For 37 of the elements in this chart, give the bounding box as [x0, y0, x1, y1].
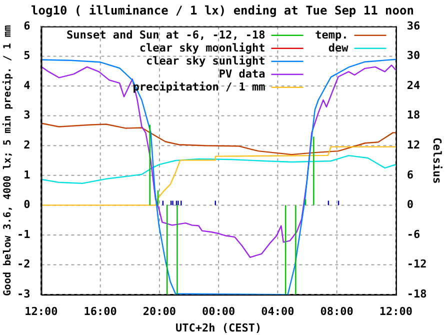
y-tick-label: 3: [24, 108, 30, 122]
x-tick-label: 20:00: [142, 305, 176, 318]
y-tick-label: 4: [24, 78, 31, 92]
y2-tick-label: 6: [406, 168, 414, 182]
y-tick-label: 2: [24, 138, 30, 152]
y2-tick-label: 36: [406, 19, 421, 32]
x-tick-label: 08:00: [320, 305, 354, 318]
chart-title: log10 ( illuminance / 1 lx) ending at Tue Sep 11 noon: [31, 3, 414, 18]
legend-label: Sunset and Sun at -6, -12, -18: [66, 28, 266, 42]
legend-label: clear sky sunlight: [146, 54, 266, 68]
legend-label: clear sky moonlight: [139, 41, 266, 54]
y-tick-label: 0: [24, 198, 30, 212]
legend-label: PV data: [218, 67, 266, 80]
x-tick-label: 00:00: [202, 305, 236, 318]
y2-tick-label: 24: [406, 78, 421, 92]
y2-axis-title: Celsius: [430, 137, 444, 184]
y-tick-label: 1: [24, 168, 31, 182]
x-tick-label: 16:00: [84, 305, 117, 318]
y-tick-label: -2: [16, 258, 30, 271]
y-tick-label: -3: [16, 287, 30, 300]
y-tick-label: 5: [24, 49, 30, 62]
y-tick-label: -1: [16, 228, 31, 241]
y2-tick-label: 12: [406, 138, 420, 152]
y2-tick-label: -18: [406, 287, 427, 300]
x-tick-label: 04:00: [261, 305, 294, 318]
x-tick-label: 12:00: [379, 305, 412, 318]
y-axis-title: Good below 3.6, 4000 lx; 5 min precip. / 1 mm: [2, 25, 14, 296]
x-axis-title: UTC+2h (CEST): [176, 321, 262, 334]
x-tick-label: 12:00: [24, 305, 58, 318]
y2-tick-label: 18: [406, 108, 420, 122]
legend-label: temp.: [315, 28, 348, 42]
y2-tick-label: -6: [406, 228, 421, 241]
y2-tick-label: 0: [406, 198, 414, 212]
y2-tick-label: -12: [406, 258, 427, 271]
y-tick-label: 6: [24, 19, 31, 32]
y2-tick-label: 30: [406, 49, 420, 62]
legend-label: dew: [328, 41, 349, 54]
